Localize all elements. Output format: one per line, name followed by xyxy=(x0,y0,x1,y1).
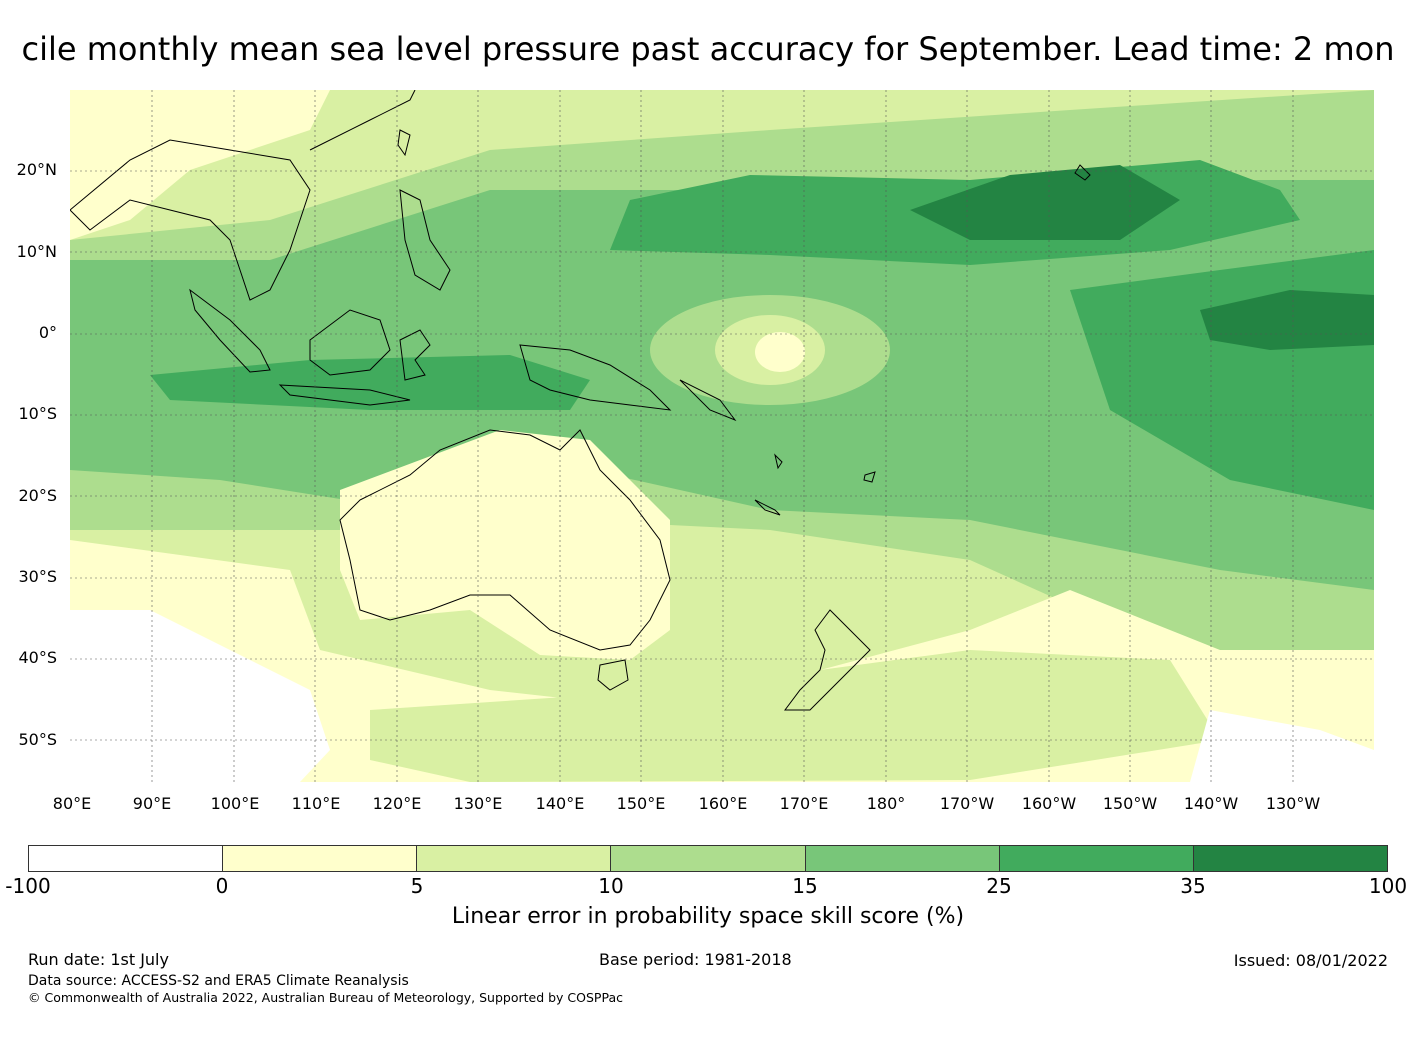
lat-label-10s: 10°S xyxy=(18,404,57,423)
colorbar-tick: -100 xyxy=(5,874,51,898)
vanuatu-coastline xyxy=(774,453,783,470)
run-date: Run date: 1st July xyxy=(28,950,169,969)
lon-label-90e: 90°E xyxy=(132,794,172,813)
lat-label-20n: 20°N xyxy=(16,160,57,179)
lon-label-130w: 130°W xyxy=(1265,794,1321,813)
map-title: cile monthly mean sea level pressure pas… xyxy=(21,30,1395,68)
map-canvas xyxy=(70,90,1374,782)
data-source: Data source: ACCESS-S2 and ERA5 Climate … xyxy=(28,973,409,989)
lon-label-180: 180° xyxy=(866,794,906,813)
lat-label-20s: 20°S xyxy=(18,486,57,505)
australia-coastline xyxy=(339,429,671,651)
colorbar-segment xyxy=(29,846,224,871)
lon-label-160e: 160°E xyxy=(698,794,748,813)
indochina-coastline xyxy=(70,139,311,301)
colorbar-segment xyxy=(417,846,612,871)
sulawesi-coastline xyxy=(399,329,431,381)
lat-label-10n: 10°N xyxy=(16,242,57,261)
graticule xyxy=(70,90,1374,782)
lon-label-160w: 160°W xyxy=(1021,794,1077,813)
lon-label-150e: 150°E xyxy=(616,794,666,813)
coastlines xyxy=(70,90,1091,711)
borneo-coastline xyxy=(309,309,391,376)
copyright: © Commonwealth of Australia 2022, Austra… xyxy=(28,990,623,1005)
colorbar-tick: 15 xyxy=(792,874,818,898)
solomon-islands-coastline xyxy=(679,379,737,422)
colorbar-tick: 35 xyxy=(1180,874,1206,898)
java-coastline xyxy=(278,384,411,406)
skill-score-map xyxy=(70,90,1374,782)
colorbar-segment xyxy=(999,846,1194,871)
colorbar-tick: 5 xyxy=(410,874,424,898)
lon-label-150w: 150°W xyxy=(1102,794,1158,813)
lon-label-130e: 130°E xyxy=(453,794,503,813)
colorbar-segment xyxy=(805,846,1000,871)
lon-label-170e: 170°E xyxy=(779,794,829,813)
colorbar-tick: 25 xyxy=(986,874,1012,898)
lon-label-120e: 120°E xyxy=(372,794,422,813)
new-guinea-coastline xyxy=(519,344,672,411)
lon-label-80e: 80°E xyxy=(52,794,92,813)
lat-label-50s: 50°S xyxy=(18,730,57,749)
philippines-coastline xyxy=(399,189,451,291)
lat-label-0: 0° xyxy=(38,323,57,342)
colorbar-tick: 10 xyxy=(598,874,624,898)
colorbar-segment xyxy=(611,846,806,871)
china-coastline xyxy=(309,90,416,151)
colorbar-segment xyxy=(1193,846,1387,871)
hawaii-coastline xyxy=(1074,164,1091,181)
skill-field xyxy=(70,90,1374,782)
colorbar-label: Linear error in probability space skill … xyxy=(451,904,965,929)
fiji-coastline xyxy=(863,471,876,483)
tasmania-coastline xyxy=(597,659,629,691)
lon-label-110e: 110°E xyxy=(291,794,341,813)
lat-label-40s: 40°S xyxy=(18,648,57,667)
colorbar-tick: 0 xyxy=(215,874,229,898)
sumatra-coastline xyxy=(189,288,271,373)
colorbar-segment xyxy=(223,846,418,871)
lon-label-100e: 100°E xyxy=(210,794,260,813)
new-zealand-coastline xyxy=(784,609,871,711)
lon-label-140w: 140°W xyxy=(1183,794,1239,813)
taiwan-coastline xyxy=(397,129,411,157)
lon-label-140e: 140°E xyxy=(535,794,585,813)
new-caledonia-coastline xyxy=(754,499,781,516)
lat-label-30s: 30°S xyxy=(18,567,57,586)
colorbar xyxy=(28,845,1388,872)
base-period: Base period: 1981-2018 xyxy=(599,950,792,969)
colorbar-tick: 100 xyxy=(1368,874,1408,898)
lon-label-170w: 170°W xyxy=(939,794,995,813)
issued-date: Issued: 08/01/2022 xyxy=(1233,951,1388,970)
